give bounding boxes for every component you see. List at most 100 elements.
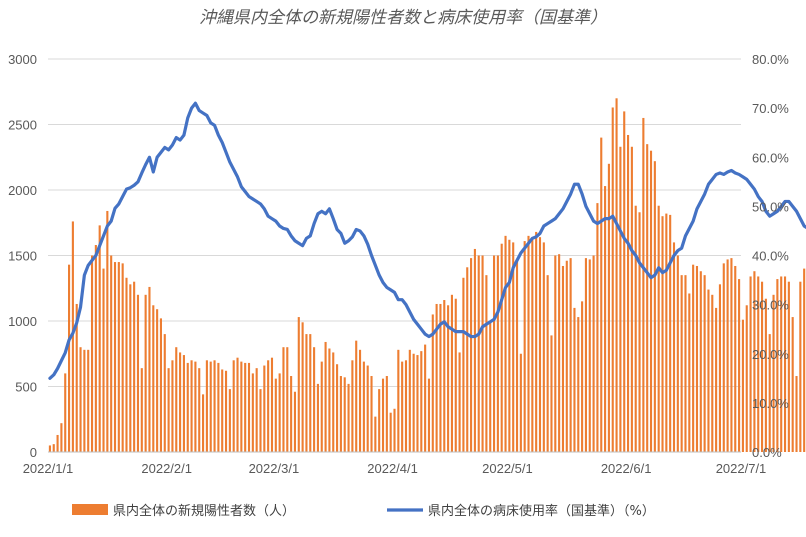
- bar: [799, 281, 802, 452]
- x-tick-label: 2022/1/1: [23, 461, 74, 476]
- bar: [569, 258, 572, 452]
- bar: [676, 255, 679, 452]
- bar: [60, 423, 63, 452]
- x-tick-label: 2022/5/1: [482, 461, 533, 476]
- y-right-tick-label: 60.0%: [752, 150, 789, 165]
- bar: [466, 267, 469, 452]
- bar: [558, 254, 561, 452]
- bar: [512, 242, 515, 452]
- bar: [313, 347, 316, 452]
- bar: [787, 281, 790, 452]
- bar: [332, 352, 335, 452]
- bar: [665, 213, 668, 452]
- bar: [795, 376, 798, 452]
- bar: [592, 255, 595, 452]
- y-right-tick-label: 20.0%: [752, 347, 789, 362]
- bar: [711, 294, 714, 452]
- bar: [381, 378, 385, 452]
- bar: [718, 284, 721, 452]
- bar: [186, 362, 189, 452]
- y-left-tick-label: 2500: [8, 118, 37, 133]
- bar: [282, 347, 285, 452]
- bar: [688, 293, 691, 452]
- bar: [389, 412, 392, 452]
- bar: [221, 369, 224, 452]
- x-tick-label: 2022/6/1: [601, 461, 652, 476]
- bar: [385, 376, 388, 452]
- bar: [255, 368, 258, 452]
- bar: [240, 361, 243, 452]
- y-left-tick-label: 3000: [8, 52, 37, 67]
- bar: [133, 281, 136, 452]
- bar: [619, 146, 622, 452]
- bar: [573, 307, 576, 452]
- bar: [772, 294, 775, 452]
- bar: [343, 377, 346, 452]
- bar: [293, 391, 297, 452]
- line-series: [48, 101, 806, 380]
- bar: [577, 317, 580, 452]
- y-right-tick-label: 70.0%: [752, 101, 789, 116]
- bar: [454, 298, 457, 452]
- bar: [462, 277, 465, 452]
- bar: [584, 258, 587, 452]
- bar: [435, 303, 438, 452]
- bar: [768, 334, 771, 452]
- bar: [653, 161, 656, 452]
- bar: [623, 111, 626, 453]
- bar: [581, 301, 584, 452]
- bar: [68, 264, 71, 452]
- bar: [669, 214, 672, 452]
- legend-bar-label: 県内全体の新規陽性者数（人）: [113, 503, 295, 519]
- bar: [776, 279, 779, 452]
- bar: [780, 276, 783, 452]
- bar: [738, 279, 741, 452]
- bar: [680, 275, 683, 452]
- bar: [251, 373, 254, 452]
- bar: [90, 255, 94, 452]
- bar: [378, 389, 381, 452]
- bar: [554, 255, 557, 452]
- bar: [190, 360, 193, 452]
- bar: [638, 212, 641, 452]
- bar: [366, 365, 369, 452]
- bar: [408, 349, 411, 452]
- bar: [179, 352, 182, 452]
- bar: [140, 368, 143, 452]
- occupancy-line: [48, 101, 806, 380]
- bar: [726, 259, 729, 452]
- x-tick-label: 2022/7/1: [716, 461, 767, 476]
- bar: [263, 365, 266, 452]
- bar: [301, 322, 304, 452]
- legend: 県内全体の新規陽性者数（人） 県内全体の病床使用率（国基準）（%）: [72, 503, 655, 519]
- bar: [247, 362, 251, 452]
- bar: [646, 144, 649, 452]
- bar: [508, 239, 511, 452]
- x-tick-label: 2022/4/1: [367, 461, 418, 476]
- bar: [527, 235, 530, 452]
- bar: [443, 300, 446, 452]
- gridlines: [48, 58, 741, 387]
- bar-series: [48, 98, 806, 453]
- y-left-tick-label: 0: [30, 445, 37, 460]
- bar: [213, 360, 216, 452]
- bar: [224, 370, 228, 452]
- bar: [730, 258, 733, 452]
- bar: [416, 355, 419, 452]
- bar: [692, 264, 695, 452]
- x-tick-label: 2022/3/1: [249, 461, 300, 476]
- bar: [764, 298, 767, 452]
- bar: [741, 319, 744, 452]
- bar: [56, 434, 59, 452]
- y-left-tick-label: 1000: [8, 314, 37, 329]
- bar: [217, 362, 220, 452]
- bar: [703, 275, 706, 452]
- bar: [79, 347, 82, 452]
- bar: [745, 305, 748, 452]
- bar: [657, 205, 660, 452]
- bar: [232, 360, 235, 452]
- bar: [48, 445, 51, 452]
- bar: [500, 243, 503, 452]
- bar: [351, 360, 354, 452]
- bar: [305, 334, 308, 452]
